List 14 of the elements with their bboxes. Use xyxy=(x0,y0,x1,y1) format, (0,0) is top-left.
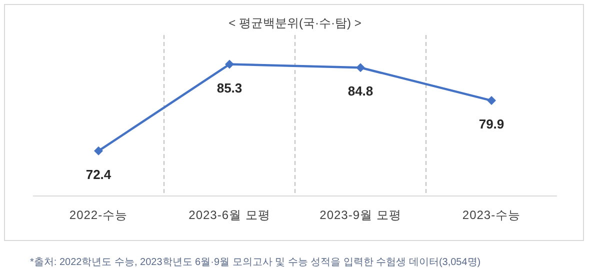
data-label: 84.8 xyxy=(348,84,374,99)
chart-title: < 평균백분위(국·수·탐) > xyxy=(228,16,362,30)
x-tick-label: 2023-9월 모평 xyxy=(320,208,402,222)
x-tick-label: 2023-수능 xyxy=(462,208,521,222)
point xyxy=(356,63,365,72)
x-tick-label: 2022-수능 xyxy=(69,208,128,222)
data-label: 72.4 xyxy=(86,166,112,182)
point xyxy=(225,60,234,69)
x-tick-label: 2023-6월 모평 xyxy=(188,208,270,222)
point xyxy=(94,146,103,156)
point xyxy=(487,96,496,106)
text: *출처: 2022학년도 수능, 2023학년도 6월·9월 모의고사 및 수능 성적을 입력한 수험생 데이터(3,054명) xyxy=(30,257,481,268)
data-label: 85.3 xyxy=(216,80,242,96)
data-label: 79.9 xyxy=(478,116,504,132)
